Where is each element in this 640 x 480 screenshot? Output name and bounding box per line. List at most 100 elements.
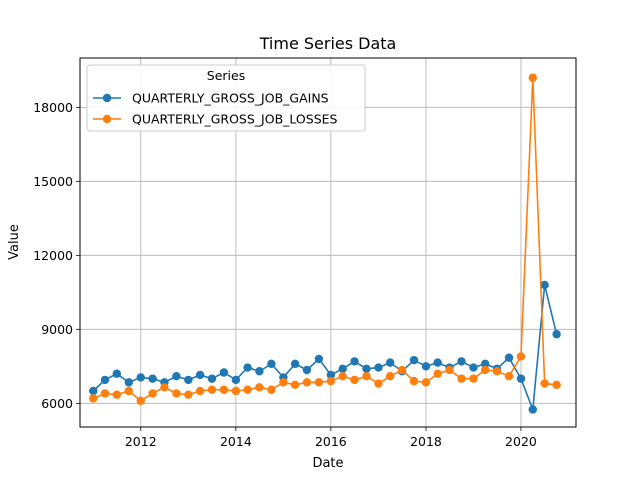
data-point bbox=[528, 405, 538, 414]
data-point bbox=[112, 390, 122, 399]
data-point bbox=[397, 365, 407, 375]
data-point bbox=[504, 353, 514, 362]
x-tick-label: 2018 bbox=[410, 434, 442, 449]
data-point bbox=[184, 390, 193, 399]
data-point bbox=[469, 363, 478, 372]
data-point bbox=[421, 362, 431, 371]
y-tick-label: 6000 bbox=[41, 396, 73, 411]
data-point bbox=[219, 385, 229, 394]
data-point bbox=[290, 359, 300, 369]
data-point bbox=[374, 379, 383, 388]
data-point bbox=[326, 376, 336, 386]
series-line bbox=[92, 77, 557, 402]
data-point bbox=[385, 358, 395, 367]
data-point bbox=[374, 363, 383, 372]
y-axis-label: Value bbox=[7, 224, 22, 260]
data-point bbox=[124, 378, 133, 387]
data-point bbox=[207, 374, 217, 383]
series-line bbox=[92, 284, 558, 410]
data-point bbox=[279, 378, 288, 387]
data-point bbox=[290, 380, 300, 390]
data-point bbox=[528, 73, 538, 82]
data-point bbox=[540, 379, 549, 388]
data-point bbox=[504, 371, 514, 381]
data-point bbox=[207, 385, 217, 394]
data-point bbox=[540, 280, 549, 290]
data-point bbox=[350, 375, 359, 385]
series-losses bbox=[89, 73, 561, 406]
x-tick-label: 2014 bbox=[220, 434, 252, 449]
data-point bbox=[231, 386, 241, 396]
data-point bbox=[516, 352, 526, 361]
data-point bbox=[516, 374, 526, 383]
axis-ticks: 2012 2014 2016 2018 2020 6000 9000 12000 15000 18… bbox=[33, 100, 537, 449]
data-point bbox=[100, 389, 110, 398]
data-point bbox=[421, 378, 431, 387]
data-point bbox=[362, 371, 371, 381]
data-point bbox=[267, 359, 276, 369]
data-point bbox=[480, 365, 490, 375]
data-point bbox=[148, 374, 157, 383]
data-point bbox=[136, 373, 145, 382]
legend-title: Series bbox=[207, 68, 245, 83]
x-tick-label: 2020 bbox=[505, 434, 537, 449]
legend-swatch-marker bbox=[102, 114, 112, 124]
data-point bbox=[184, 375, 193, 385]
data-point bbox=[136, 396, 145, 406]
data-point bbox=[385, 371, 395, 381]
data-point bbox=[255, 383, 264, 392]
data-point bbox=[409, 355, 419, 365]
data-point bbox=[445, 365, 454, 375]
y-tick-label: 12000 bbox=[33, 248, 73, 263]
data-point bbox=[338, 371, 347, 381]
data-point bbox=[172, 389, 181, 398]
data-point bbox=[195, 370, 205, 380]
plot-series bbox=[89, 73, 561, 414]
data-point bbox=[457, 357, 466, 366]
data-point bbox=[267, 385, 276, 394]
y-tick-label: 9000 bbox=[41, 322, 73, 337]
data-point bbox=[302, 365, 312, 375]
data-point bbox=[100, 375, 110, 385]
legend-label: QUARTERLY_GROSS_JOB_LOSSES bbox=[132, 112, 338, 127]
legend-label: QUARTERLY_GROSS_JOB_GAINS bbox=[132, 91, 329, 106]
data-point bbox=[219, 368, 229, 377]
y-tick-label: 18000 bbox=[33, 100, 73, 115]
data-point bbox=[148, 389, 157, 398]
data-point bbox=[362, 364, 371, 373]
data-point bbox=[124, 386, 133, 396]
data-point bbox=[326, 370, 336, 380]
data-point bbox=[552, 330, 561, 339]
data-point bbox=[480, 359, 490, 369]
data-point bbox=[89, 386, 98, 396]
legend-box bbox=[86, 64, 366, 132]
data-point bbox=[350, 357, 359, 366]
data-point bbox=[112, 369, 122, 378]
data-point bbox=[302, 378, 312, 387]
data-point bbox=[314, 378, 324, 387]
series-gains bbox=[89, 280, 561, 414]
legend-swatch-marker bbox=[102, 93, 112, 103]
data-point bbox=[243, 363, 252, 372]
data-point bbox=[255, 367, 264, 376]
legend-item: QUARTERLY_GROSS_JOB_LOSSES bbox=[93, 112, 338, 127]
legend-item: QUARTERLY_GROSS_JOB_GAINS bbox=[93, 91, 329, 106]
data-point bbox=[492, 367, 502, 376]
data-point bbox=[231, 375, 241, 385]
data-point bbox=[160, 383, 169, 392]
data-point bbox=[195, 386, 205, 396]
chart-title: Time Series Data bbox=[259, 34, 397, 53]
data-point bbox=[89, 394, 98, 403]
data-point bbox=[469, 374, 478, 383]
data-point bbox=[409, 376, 419, 386]
plot-frame bbox=[79, 57, 577, 428]
data-point bbox=[457, 374, 466, 383]
data-point bbox=[314, 354, 324, 364]
data-point bbox=[552, 380, 561, 390]
data-point bbox=[338, 364, 347, 373]
data-point bbox=[433, 369, 442, 378]
x-tick-label: 2012 bbox=[125, 434, 157, 449]
x-tick-label: 2016 bbox=[315, 434, 347, 449]
legend: Series QUARTERLY_GROSS_JOB_GAINS QUARTERLY… bbox=[86, 64, 366, 132]
